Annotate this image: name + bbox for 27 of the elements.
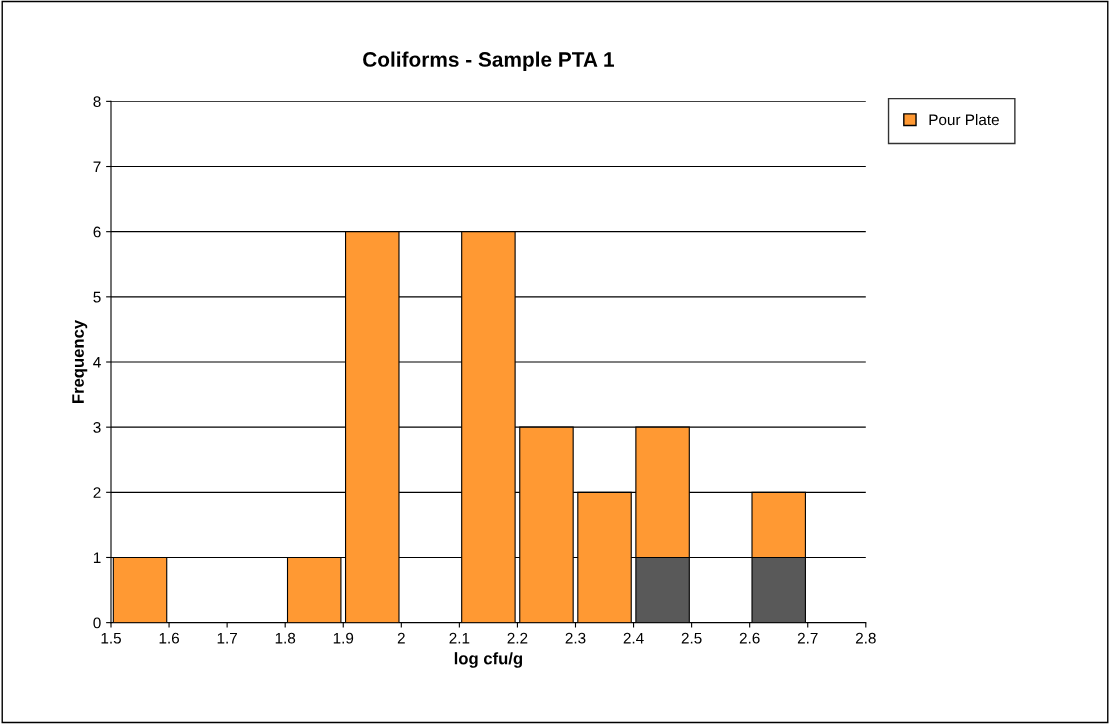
y-axis-title: Frequency bbox=[72, 319, 88, 404]
y-tick-label: 0 bbox=[93, 617, 101, 629]
y-tick-label: 4 bbox=[93, 357, 101, 368]
y-tick-label: 7 bbox=[93, 161, 101, 173]
x-tick-label: 2.5 bbox=[681, 632, 702, 644]
y-tick-label: 6 bbox=[93, 226, 101, 238]
x-tick-label: 2.6 bbox=[739, 632, 760, 644]
x-tick-label: 1.5 bbox=[101, 632, 121, 644]
x-tick-label: 1.7 bbox=[217, 632, 237, 644]
x-tick-label: 1.6 bbox=[159, 632, 180, 644]
x-tick-label: 2.1 bbox=[449, 632, 470, 644]
x-tick-label: 1.9 bbox=[333, 632, 354, 644]
y-tick-label: 3 bbox=[93, 422, 101, 433]
chart-title: Coliforms - Sample PTA 1 bbox=[363, 51, 614, 71]
x-tick-label: 2.7 bbox=[797, 632, 818, 644]
x-tick-label: 2.2 bbox=[507, 632, 528, 644]
y-tick-label: 2 bbox=[93, 487, 101, 498]
y-tick-label: 5 bbox=[93, 291, 101, 303]
y-tick-label: 1 bbox=[93, 552, 101, 564]
x-tick-label: 1.8 bbox=[275, 632, 296, 644]
y-tick-label: 8 bbox=[93, 96, 101, 108]
x-tick-label: 2.4 bbox=[623, 632, 644, 644]
x-tick-label: 2.8 bbox=[855, 632, 876, 644]
legend-label: Pour Plate bbox=[929, 113, 999, 126]
x-tick-label: 2 bbox=[397, 632, 405, 644]
x-axis-title: log cfu/g bbox=[454, 652, 522, 668]
x-tick-label: 2.3 bbox=[565, 632, 586, 644]
